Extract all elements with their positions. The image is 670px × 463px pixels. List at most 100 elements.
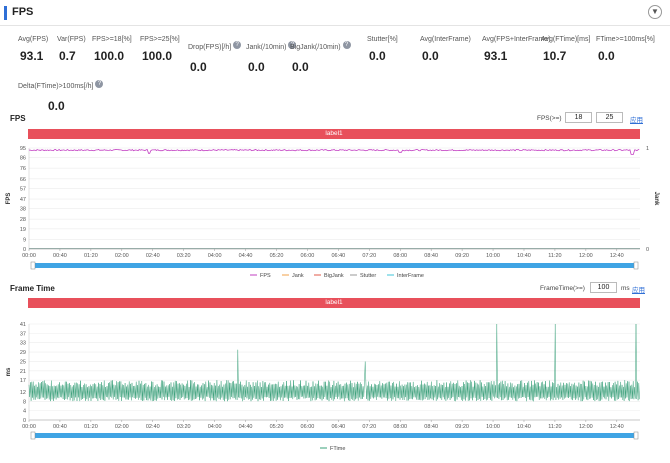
y-tick-label: 9	[23, 237, 26, 243]
metric-label: Avg(FPS)	[18, 36, 49, 43]
metric-label: Jank(/10min)	[246, 44, 287, 51]
x-tick-label: 05:20	[270, 424, 284, 430]
range-slider-handle-left[interactable]	[30, 431, 36, 440]
frametime-label-bar[interactable]: label1	[28, 298, 640, 308]
metric-value: 93.1	[20, 49, 44, 63]
metric-label-row: Drop(FPS)[/h]?	[188, 36, 242, 54]
range-slider-handle-right[interactable]	[633, 431, 639, 440]
help-icon[interactable]: ?	[342, 40, 351, 49]
panel-title: FPS	[12, 6, 34, 18]
x-tick-label: 12:00	[579, 253, 593, 259]
metric-label: BigJank(/10min)	[290, 44, 341, 51]
header-accent	[4, 6, 7, 20]
y-tick-label: 4	[23, 409, 26, 415]
x-tick-label: 02:00	[115, 253, 129, 259]
panel-header: FPS ▼	[0, 0, 670, 26]
frametime-threshold-input[interactable]	[590, 282, 617, 293]
metric-label-row: Delta(FTime)>100ms[/h]?	[18, 75, 104, 93]
legend-item-fps[interactable]: FPS	[260, 273, 271, 279]
y-tick-label: 76	[20, 166, 26, 172]
metric-label: Delta(FTime)>100ms[/h]	[18, 83, 94, 90]
metric-6: BigJank(/10min)? 0.0	[290, 36, 351, 74]
metric-value: 100.0	[94, 49, 125, 63]
fps-threshold-1-input[interactable]	[565, 112, 592, 123]
y-tick-label: 86	[20, 156, 26, 162]
legend-item-stutter[interactable]: Stutter	[360, 273, 376, 279]
x-tick-label: 04:40	[239, 253, 253, 259]
metric-8: Avg(InterFrame) 0.0	[420, 36, 471, 63]
frametime-apply-link[interactable]: 应用	[632, 287, 645, 294]
y-tick-label: 33	[20, 341, 26, 347]
range-slider-track[interactable]	[33, 263, 636, 268]
metric-1: Var(FPS) 0.7	[57, 36, 86, 63]
x-tick-label: 09:20	[455, 424, 469, 430]
y-axis-title: FPS	[6, 193, 12, 205]
x-tick-label: 07:20	[362, 424, 376, 430]
metric-label-row: Jank(/10min)?	[246, 36, 297, 54]
fps-apply-link[interactable]: 应用	[630, 117, 643, 124]
legend-item-ftime[interactable]: FTime	[330, 446, 345, 452]
metric-label: FPS>=25[%]	[140, 36, 180, 43]
metric-2: FPS>=18[%] 100.0	[92, 36, 132, 63]
metric-value: 0.0	[598, 49, 615, 63]
legend-item-jank[interactable]: Jank	[292, 273, 304, 279]
x-tick-label: 12:00	[579, 424, 593, 430]
metric-label: FTime>=100ms[%]	[596, 36, 655, 43]
x-tick-label: 00:00	[22, 424, 36, 430]
metric-4: Drop(FPS)[/h]? 0.0	[188, 36, 242, 74]
help-icon[interactable]: ?	[288, 40, 297, 49]
x-tick-label: 00:40	[53, 424, 67, 430]
frametime-section-title: Frame Time	[10, 284, 55, 293]
fps-chart: 0 9 19 28 38 47 57 66 76 86 95 00:00 00:40 01:20 02:00…	[6, 146, 659, 279]
legend-item-bigjank[interactable]: BigJank	[324, 273, 344, 279]
series-fps-line	[28, 148, 640, 155]
y-axis-title: ms	[6, 367, 12, 376]
legend-item-interframe[interactable]: InterFrame	[397, 273, 424, 279]
frametime-chart: 0 4 8 12 17 21 25 29 33 37 41 00:00 00:40 01:20 02:00 0…	[6, 322, 640, 452]
metric-label: Stutter[%]	[367, 36, 398, 43]
chevron-down-icon[interactable]: ▼	[648, 5, 662, 19]
metric-value: 0.0	[292, 60, 309, 74]
metric-10: Avg(FTime)[ms] 10.7	[541, 36, 590, 63]
y-tick-label: 12	[20, 390, 26, 396]
x-tick-label: 01:20	[84, 253, 98, 259]
metric-value: 93.1	[484, 49, 508, 63]
y2-axis-title: Jank	[653, 192, 659, 206]
y-tick-label: 28	[20, 217, 26, 223]
metric-value: 0.0	[48, 99, 65, 113]
x-tick-label: 04:00	[208, 424, 222, 430]
x-tick-label: 10:00	[486, 253, 500, 259]
y-tick-label: 66	[20, 177, 26, 183]
y-tick-label: 37	[20, 331, 26, 337]
frametime-threshold-label: FrameTime(>=)	[540, 285, 585, 292]
metric-label: Avg(FPS+InterFrame)	[482, 36, 551, 43]
fps-threshold-2-input[interactable]	[596, 112, 623, 123]
x-tick-label: 03:20	[177, 253, 191, 259]
y-tick-label: 21	[20, 369, 26, 375]
help-icon[interactable]: ?	[233, 40, 242, 49]
x-tick-label: 00:00	[22, 253, 36, 259]
y-tick-label: 57	[20, 186, 26, 192]
x-tick-label: 10:40	[517, 253, 531, 259]
fps-threshold-label: FPS(>=)	[537, 115, 562, 122]
range-slider-track[interactable]	[33, 433, 636, 438]
metric-label: Avg(FTime)[ms]	[541, 36, 591, 43]
frametime-unit: ms	[621, 285, 630, 292]
x-tick-label: 10:00	[486, 424, 500, 430]
y-tick-label: 0	[23, 247, 26, 253]
help-icon[interactable]: ?	[95, 79, 104, 88]
x-tick-label: 02:00	[115, 424, 129, 430]
range-slider-handle-left[interactable]	[30, 261, 36, 270]
x-tick-label: 06:00	[301, 424, 315, 430]
metric-label-row: BigJank(/10min)?	[290, 36, 351, 54]
x-tick-label: 00:40	[53, 253, 67, 259]
range-slider-handle-right[interactable]	[633, 261, 639, 270]
metric-11: FTime>=100ms[%] 0.0	[596, 36, 655, 63]
metric-value: 0.7	[59, 49, 76, 63]
y-tick-label: 19	[20, 227, 26, 233]
metric-value: 0.0	[369, 49, 386, 63]
x-tick-label: 02:40	[146, 253, 160, 259]
fps-label-bar[interactable]: label1	[28, 129, 640, 139]
metric-value: 100.0	[142, 49, 173, 63]
x-tick-label: 01:20	[84, 424, 98, 430]
